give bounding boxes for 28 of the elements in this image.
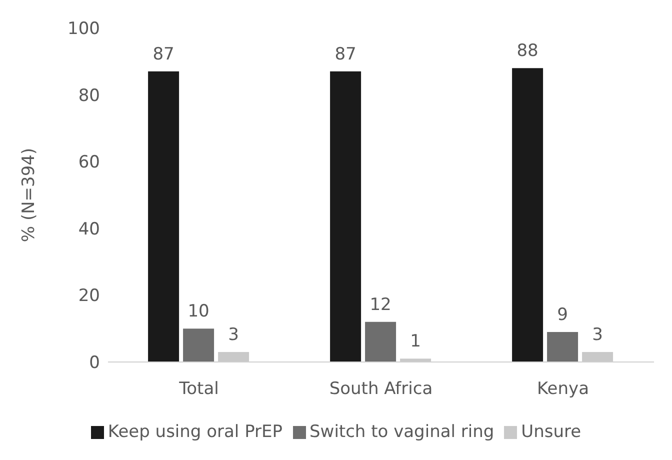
y-tick-label: 80 [78, 86, 100, 106]
data-label: 87 [152, 44, 174, 64]
x-tick-label: Kenya [536, 379, 590, 400]
legend-label: Switch to vaginal ring [310, 422, 494, 442]
y-tick-label: 60 [78, 152, 100, 173]
data-label: 3 [228, 324, 239, 345]
legend-label: Unsure [521, 422, 582, 442]
bar [547, 332, 578, 362]
bar [148, 71, 180, 362]
data-label: 3 [592, 324, 603, 345]
data-label: 10 [188, 302, 210, 322]
bar [330, 71, 362, 362]
data-label: 9 [557, 304, 568, 325]
legend-label: Keep using oral PrEP [108, 422, 282, 442]
y-tick-label: 100 [68, 19, 100, 40]
bar [365, 322, 396, 362]
y-axis-title: % (N=394) [19, 148, 40, 242]
data-label: 88 [516, 41, 538, 62]
bar [512, 68, 544, 362]
data-label: 87 [334, 44, 356, 64]
y-tick-label: 0 [89, 353, 100, 374]
x-tick-label: Total [178, 379, 219, 400]
y-tick-label: 40 [78, 219, 100, 240]
x-tick-label: South Africa [329, 379, 433, 400]
data-label: 1 [410, 332, 421, 352]
bar [183, 328, 214, 362]
data-label: 12 [370, 294, 392, 315]
y-tick-label: 20 [78, 286, 100, 306]
